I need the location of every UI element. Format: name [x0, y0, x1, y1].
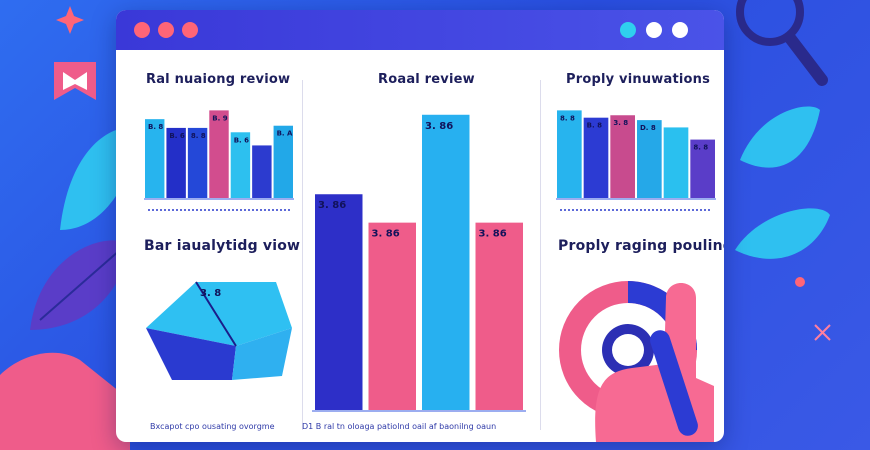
right-bottom-title: Proply raging pouling — [558, 238, 724, 254]
center-bar-label-0: 3. 86 — [318, 200, 346, 211]
left_top-bar-label-2: 8. 8 — [191, 132, 206, 140]
right_top-bar-4 — [663, 127, 689, 198]
center-bar-label-3: 3. 86 — [479, 229, 507, 240]
right_top-bar-label-2: 3. 8 — [613, 119, 628, 127]
left-bottom-title: Bar iaualytidg viow — [144, 238, 301, 254]
right-top-bar-chart: 8. 8 B. 8 3. 8 D. 8 8. 8 — [556, 110, 716, 211]
leaf-icon — [740, 106, 820, 168]
center-caption: D1 B ral tn oloaga patiolnd oail af baon… — [302, 422, 497, 431]
right-bottom-donut-chart — [559, 281, 714, 442]
right_top-bar-label-1: B. 8 — [587, 122, 602, 130]
center-bar-chart: 3. 86 3. 86 3. 86 3. 86 — [312, 114, 526, 412]
right_top-bar-label-3: D. 8 — [640, 124, 656, 132]
center-bar-label-1: 3. 86 — [372, 229, 400, 240]
panel-divider — [302, 80, 303, 430]
left_top-bar-label-3: B. 9 — [212, 114, 227, 122]
center-bar-1 — [368, 222, 416, 410]
pointing-hand-icon — [0, 352, 130, 450]
window-dot-red[interactable] — [134, 22, 150, 38]
leaf-icon — [735, 208, 830, 259]
left_top-bar-6 — [273, 125, 293, 198]
center-bar-label-2: 3. 86 — [425, 121, 453, 132]
left_top-bar-3 — [209, 110, 229, 198]
right-top-title: Proply vinuwations — [566, 72, 711, 87]
left_top-bar-0 — [145, 119, 165, 198]
center-bar-3 — [475, 222, 523, 410]
pie-slice-top — [146, 282, 292, 346]
left-caption: Bxcapot cpo ousating ovorgme — [150, 422, 275, 431]
window-dot-red[interactable] — [182, 22, 198, 38]
pen-tool-icon — [650, 330, 698, 436]
left-top-bar-chart: B. 8 B. 6 8. 8 B. 9 B. 6 B. A — [144, 110, 294, 211]
window-dot-white[interactable] — [646, 22, 662, 38]
window-dot-cyan[interactable] — [620, 22, 636, 38]
left_top-bar-2 — [187, 127, 208, 198]
right_top-bar-label-0: 8. 8 — [560, 114, 575, 122]
right_top-bar-0 — [557, 110, 582, 198]
right_top-bar-label-5: 8. 8 — [693, 144, 708, 152]
center-title: Roaal review — [378, 72, 475, 87]
left-top-title: Ral nuaiong reviow — [146, 72, 291, 87]
right_top-bar-1 — [583, 117, 609, 198]
left_top-bar-label-0: B. 8 — [148, 123, 163, 131]
right_top-bar-2 — [610, 115, 635, 198]
pie-label: 3. 8 — [200, 288, 221, 299]
left_top-bar-1 — [166, 127, 186, 198]
magnifier-icon — [736, 0, 828, 86]
pie-slice-right — [232, 328, 292, 380]
right_top-bar-5 — [690, 139, 715, 198]
left_top-bar-label-1: B. 6 — [169, 132, 184, 140]
app-window: Ral nuaiong reviow Roaal review Proply v… — [116, 10, 724, 442]
left_top-bar-5 — [252, 145, 272, 198]
center-bar-0 — [315, 194, 363, 410]
right_top-bar-3 — [637, 120, 662, 198]
bookmark-icon — [54, 62, 96, 100]
panel-divider — [540, 80, 541, 430]
left-bottom-pie-chart: 3. 8 — [146, 281, 292, 380]
left_top-bar-label-6: B. A — [277, 130, 293, 138]
left_top-bar-4 — [230, 132, 251, 198]
center-bar-2 — [422, 114, 470, 410]
window-dot-red[interactable] — [158, 22, 174, 38]
left_top-bar-label-4: B. 6 — [234, 136, 249, 144]
title-bar — [116, 10, 724, 50]
pie-slice-left — [146, 328, 236, 380]
window-dot-white[interactable] — [672, 22, 688, 38]
